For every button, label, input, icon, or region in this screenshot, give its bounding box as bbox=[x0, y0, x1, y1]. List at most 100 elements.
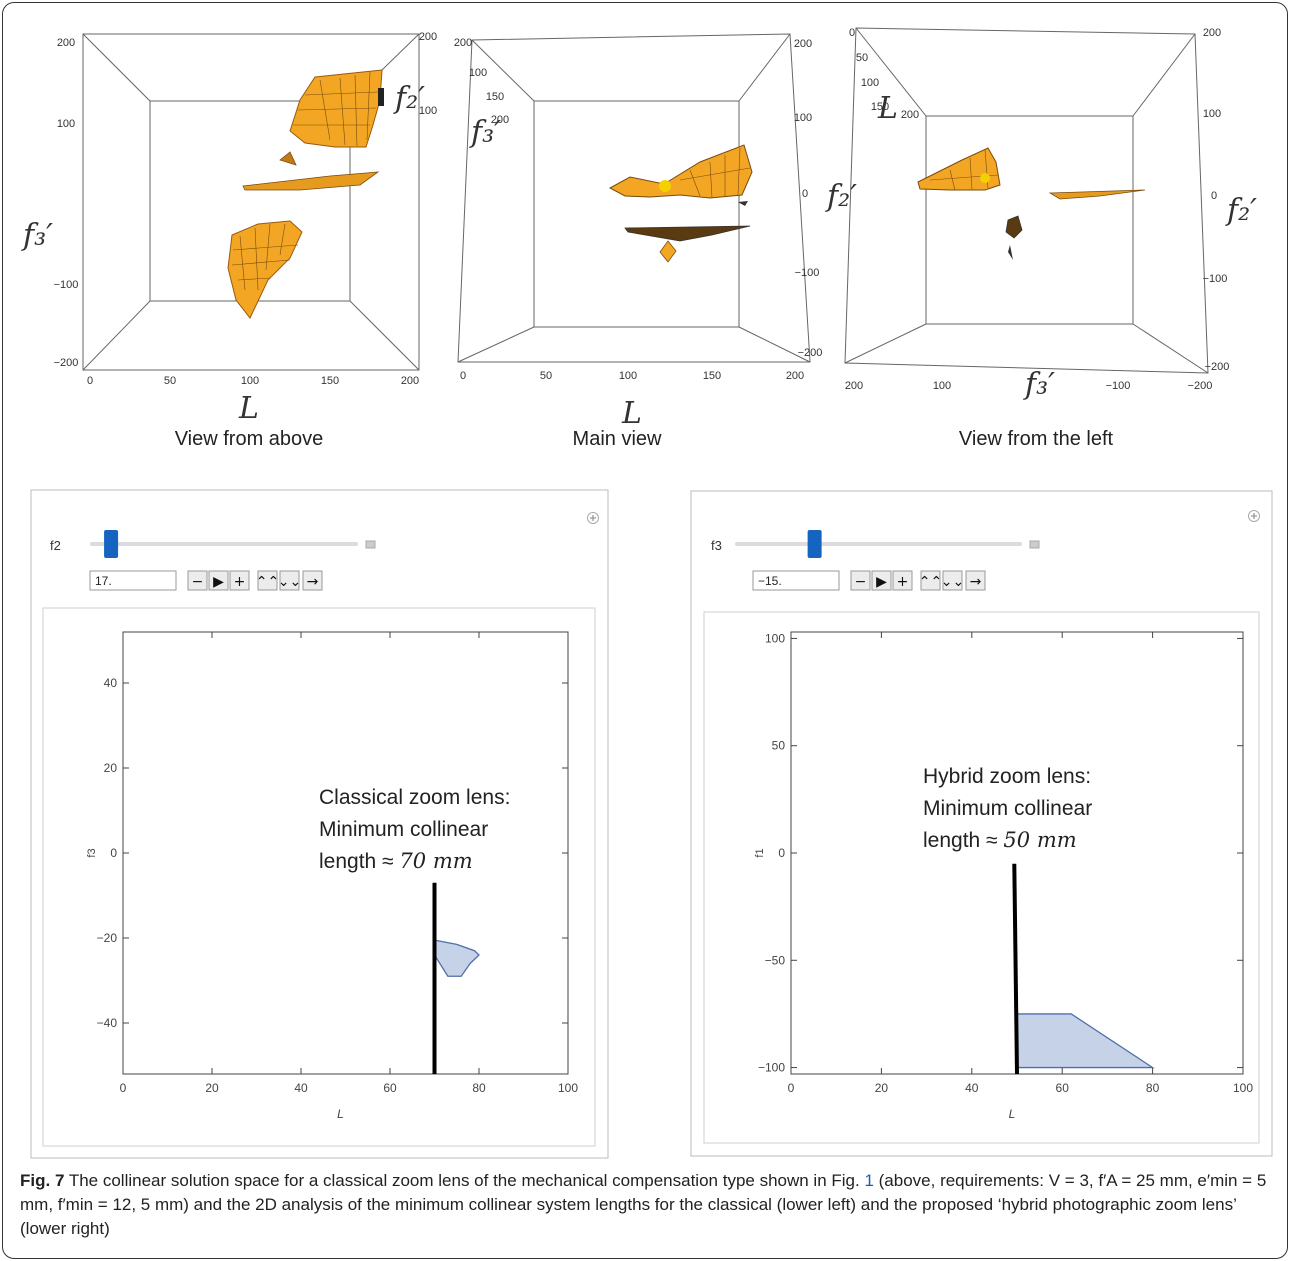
top-3d-views: 0 50 100 150 200 200 100 −100 −200 200 100 Lf₃′ f₂′ V… bbox=[21, 27, 1257, 450]
tick-label: 0 bbox=[802, 188, 808, 200]
y-tick-label: −40 bbox=[97, 1016, 118, 1030]
play-button[interactable]: ▶ bbox=[871, 570, 892, 591]
y-tick-label: 100 bbox=[765, 631, 785, 645]
x-tick-label: 40 bbox=[294, 1081, 308, 1095]
y-tick-label: 20 bbox=[104, 761, 118, 775]
surface-main-a bbox=[608, 144, 753, 206]
tick-label: 200 bbox=[454, 37, 472, 49]
axis-title-x: L bbox=[238, 391, 259, 426]
decrement-button[interactable]: − bbox=[850, 570, 871, 591]
panel-options-icon[interactable] bbox=[587, 512, 599, 524]
increment-button[interactable]: + bbox=[229, 570, 250, 591]
slower-button[interactable]: ⌄⌄ bbox=[941, 570, 964, 591]
y-tick-label: −100 bbox=[758, 1061, 785, 1075]
faster-button[interactable]: ⌃⌃ bbox=[919, 570, 942, 591]
tick-label: 100 bbox=[241, 375, 259, 387]
faster-button[interactable]: ⌃⌃ bbox=[256, 570, 279, 591]
slider-expand-icon[interactable] bbox=[365, 540, 376, 549]
direction-button[interactable]: → bbox=[302, 570, 323, 591]
slider-thumb[interactable] bbox=[104, 530, 119, 558]
manipulate-panel-1: f2 17. − ▶ + ⌃⌃⌄⌄ → 0 20 40 60 80 100 40 20 0 −20 −40 Lf3 C… bbox=[50, 512, 599, 1121]
annotation-value: 50 mm bbox=[1003, 828, 1076, 852]
slider-label: f2 bbox=[50, 538, 61, 553]
svg-text:⌃⌃: ⌃⌃ bbox=[256, 574, 279, 590]
decrement-button[interactable]: − bbox=[187, 570, 208, 591]
slider[interactable] bbox=[735, 530, 1022, 558]
y-tick-label: 50 bbox=[772, 739, 786, 753]
tick-label: 200 bbox=[1203, 27, 1221, 39]
surface-main-b bbox=[624, 225, 751, 242]
view-2-labels: 0 50 100 150 200 200 100 150 200 200 100 0 −100 −200 L… bbox=[454, 37, 857, 450]
y-axis-title: f1 bbox=[754, 848, 766, 857]
plot-1: 0 20 40 60 80 100 40 20 0 −20 −40 Lf3 Classical zoom… bbox=[86, 631, 578, 1121]
x-tick-label: 80 bbox=[1146, 1081, 1160, 1095]
x-tick-label: 20 bbox=[205, 1081, 219, 1095]
y-tick-label: 0 bbox=[110, 846, 117, 860]
tick-label: −100 bbox=[795, 267, 820, 279]
view-3-labels: 200 100 −100 −200 0 50 100 150 200 200 100 0 −100 −20… bbox=[845, 27, 1257, 450]
axis-title-right: f₂′ bbox=[1225, 193, 1257, 228]
increment-button[interactable]: + bbox=[892, 570, 913, 591]
slider[interactable] bbox=[90, 530, 358, 558]
tick-label: 200 bbox=[794, 38, 812, 50]
y-axis-title: f3 bbox=[86, 848, 98, 857]
x-tick-label: 100 bbox=[1233, 1081, 1253, 1095]
tick-label: 50 bbox=[164, 375, 176, 387]
play-button[interactable]: ▶ bbox=[208, 570, 229, 591]
annotation-line: Minimum collinear bbox=[923, 797, 1092, 820]
svg-text:▶: ▶ bbox=[876, 574, 887, 590]
surface-a bbox=[289, 69, 384, 148]
figure-caption: Fig. 7 The collinear solution space for … bbox=[20, 1169, 1275, 1241]
value-input[interactable] bbox=[89, 570, 177, 591]
tick-label: −200 bbox=[1188, 380, 1213, 392]
slower-button[interactable]: ⌄⌄ bbox=[278, 570, 301, 591]
manipulate-panel-2: f3 −15. − ▶ + ⌃⌃⌄⌄ → 0 20 40 60 80 100 100 50 0 −50 −100 L… bbox=[711, 510, 1260, 1121]
tick-label: 0 bbox=[460, 370, 466, 382]
value-input-text: −15. bbox=[758, 574, 782, 588]
x-tick-label: 40 bbox=[965, 1081, 979, 1095]
annotation-line: Classical zoom lens: bbox=[319, 786, 510, 809]
tick-label: 0 bbox=[849, 27, 855, 39]
direction-button[interactable]: → bbox=[965, 570, 986, 591]
surface-left-a bbox=[917, 147, 1001, 191]
value-input[interactable] bbox=[752, 570, 840, 591]
value-input-text: 17. bbox=[95, 574, 112, 588]
x-axis-title: L bbox=[337, 1107, 344, 1121]
slider-label: f3 bbox=[711, 538, 722, 553]
view-from-above bbox=[82, 33, 420, 371]
tick-label: 0 bbox=[1211, 190, 1217, 202]
slider-thumb[interactable] bbox=[807, 530, 822, 558]
tick-label: 100 bbox=[419, 105, 437, 117]
svg-text:⌄⌄: ⌄⌄ bbox=[278, 574, 301, 590]
svg-text:⌃⌃: ⌃⌃ bbox=[919, 574, 942, 590]
axis-title-right: f₂′ bbox=[825, 179, 857, 214]
tick-label: 100 bbox=[794, 112, 812, 124]
annotation-line: length ≈ 70 mm bbox=[319, 849, 473, 873]
slider-expand-icon[interactable] bbox=[1029, 540, 1040, 549]
annotation-line: Hybrid zoom lens: bbox=[923, 765, 1091, 788]
axis-title-x: f₃′ bbox=[1023, 367, 1055, 402]
tick-label: 200 bbox=[57, 37, 75, 49]
svg-text:+: + bbox=[897, 574, 909, 590]
solution-region bbox=[433, 939, 480, 977]
view-name: View from the left bbox=[959, 428, 1114, 450]
panel-options-icon[interactable] bbox=[1248, 510, 1260, 522]
tick-label: 200 bbox=[845, 380, 863, 392]
tick-label: 200 bbox=[901, 109, 919, 121]
view-1-labels: 0 50 100 150 200 200 100 −100 −200 200 100 Lf₃′ f₂′ V… bbox=[21, 31, 437, 450]
tick-label: 150 bbox=[486, 91, 504, 103]
view-name: Main view bbox=[573, 428, 662, 450]
caption-fig-ref[interactable]: 1 bbox=[864, 1171, 874, 1190]
svg-text:−: − bbox=[855, 574, 867, 590]
axis-title-right: f₂′ bbox=[393, 81, 425, 116]
tick-label: −200 bbox=[54, 357, 79, 369]
tick-label: −100 bbox=[1106, 380, 1131, 392]
y-tick-label: −50 bbox=[765, 953, 786, 967]
tick-label: 200 bbox=[491, 114, 509, 126]
tick-label: −200 bbox=[798, 347, 823, 359]
tick-label: 100 bbox=[469, 67, 487, 79]
tick-label: 0 bbox=[87, 375, 93, 387]
svg-text:▶: ▶ bbox=[213, 574, 224, 590]
caption-fig-label: Fig. 7 bbox=[20, 1171, 65, 1190]
